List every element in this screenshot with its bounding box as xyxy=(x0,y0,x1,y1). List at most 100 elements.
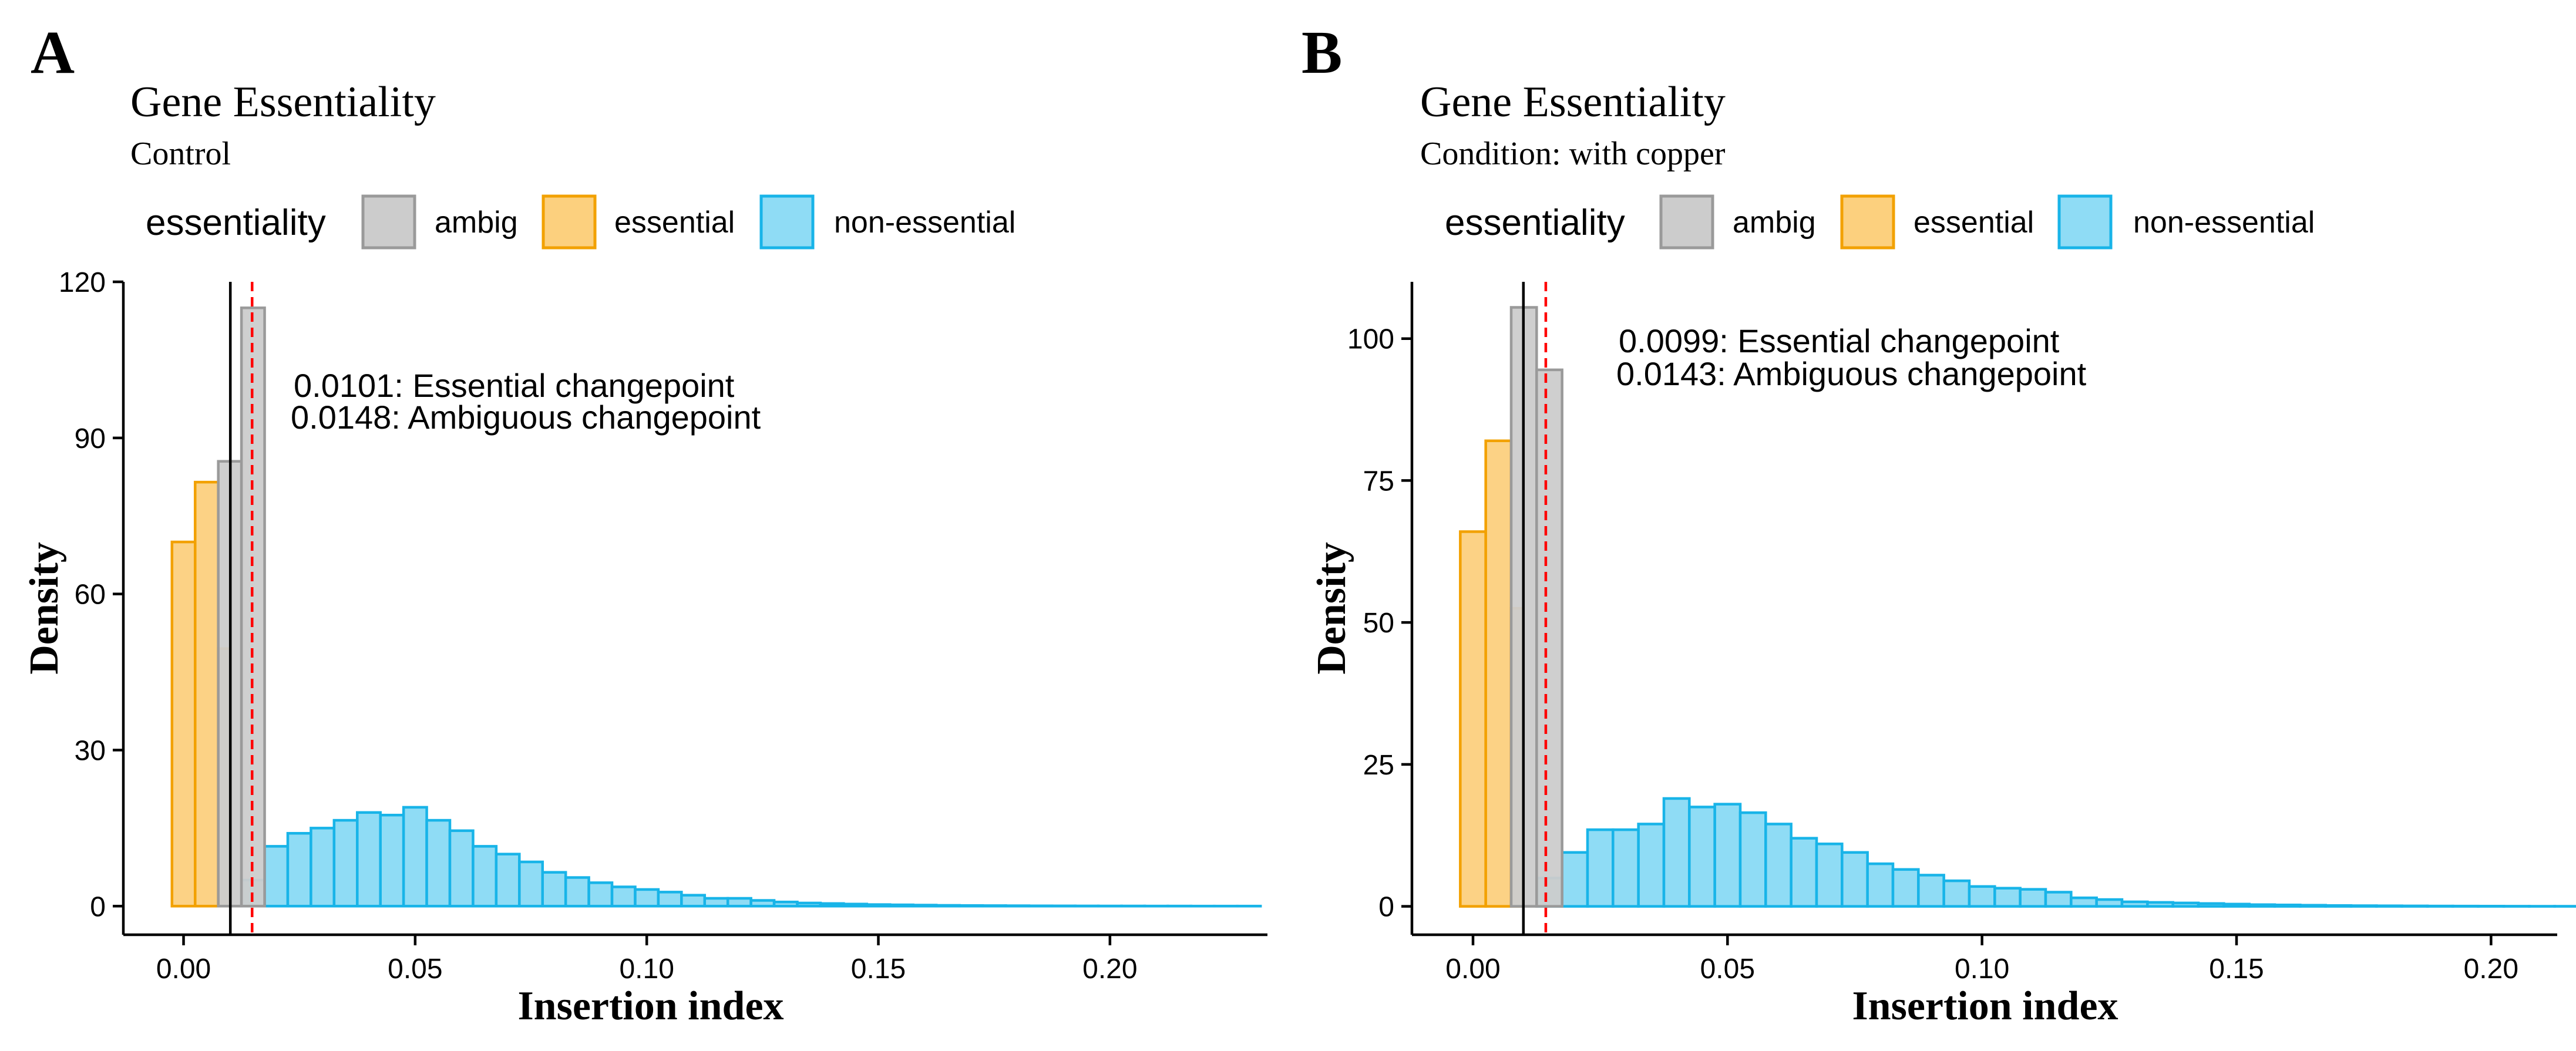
plot-area: 0 30 60 90 120 0.00 0.05 0.10 0.15 0.20 0.0101: … xyxy=(59,267,1267,985)
annotation-ambiguous-changepoint: 0.0143: Ambiguous changepoint xyxy=(1616,355,2087,392)
bar-non-essential xyxy=(2095,898,2124,908)
x-tick-label: 0.15 xyxy=(2209,954,2264,985)
changepoint-lines xyxy=(1522,282,1548,935)
y-axis-ticks: 0 30 60 90 120 xyxy=(59,267,123,922)
bar-non-essential xyxy=(2019,888,2047,908)
bar-non-essential xyxy=(1942,879,1971,908)
x-tick-label: 0.05 xyxy=(1700,954,1755,985)
x-axis-title: Insertion index xyxy=(517,983,783,1029)
bar-non-essential xyxy=(1688,806,1716,908)
y-tick-label: 30 xyxy=(75,735,106,766)
bar-non-essential xyxy=(448,829,475,908)
bar-non-essential xyxy=(726,897,752,908)
x-tick-label: 0.05 xyxy=(388,954,442,985)
bar-non-essential xyxy=(1790,837,1818,908)
bar-non-essential xyxy=(934,904,961,908)
annotation-ambiguous-changepoint: 0.0148: Ambiguous changepoint xyxy=(291,399,761,436)
legend-key-essential xyxy=(542,194,597,250)
histogram-bars xyxy=(170,306,1262,908)
bar-non-essential xyxy=(888,903,914,908)
bar-non-essential xyxy=(796,901,822,908)
legend-key-ambig xyxy=(361,194,416,250)
x-tick-label: 0.00 xyxy=(156,954,211,985)
y-tick-label: 60 xyxy=(75,580,106,611)
y-tick-label: 25 xyxy=(1363,750,1394,781)
bar-non-essential xyxy=(2426,904,2454,908)
bar-ambig xyxy=(1535,368,1563,908)
bar-non-essential xyxy=(703,897,729,908)
y-tick-label: 120 xyxy=(59,267,106,298)
bar-non-essential xyxy=(541,871,567,908)
legend-label-non-essential: non-essential xyxy=(834,206,1015,240)
y-tick-label: 0 xyxy=(1378,892,1394,923)
panel-label: A xyxy=(31,19,75,86)
bar-non-essential xyxy=(2146,901,2174,908)
legend-title: essentiality xyxy=(146,203,326,243)
x-axis-title: Insertion index xyxy=(1852,983,2118,1029)
changepoint-lines xyxy=(228,282,254,935)
bar-non-essential xyxy=(564,876,590,908)
x-tick-label: 0.10 xyxy=(619,954,674,985)
bar-non-essential xyxy=(2120,900,2149,908)
bar-non-essential xyxy=(1738,811,1767,908)
x-axis-ticks: 0.00 0.05 0.10 0.15 0.20 xyxy=(1445,935,2518,985)
legend-key-non-essential xyxy=(2057,194,2113,250)
bar-non-essential xyxy=(286,831,312,908)
plot-area: 0 25 50 75 100 0.00 0.05 0.10 0.15 0.20 0.0099: … xyxy=(1347,282,2576,985)
annotation-essential-changepoint: 0.0101: Essential changepoint xyxy=(294,367,735,404)
bar-non-essential xyxy=(1561,851,1589,908)
y-tick-label: 90 xyxy=(75,423,106,454)
bar-non-essential xyxy=(865,903,892,908)
legend: essentiality ambig essential non-essenti… xyxy=(1445,194,2315,250)
bar-essential xyxy=(170,540,197,908)
bar-non-essential xyxy=(819,902,845,908)
y-tick-label: 75 xyxy=(1363,466,1394,497)
bar-non-essential xyxy=(332,818,359,908)
bar-non-essential xyxy=(1866,862,1895,908)
x-tick-label: 0.15 xyxy=(851,954,906,985)
annotation-essential-changepoint: 0.0099: Essential changepoint xyxy=(1619,322,2060,359)
bar-non-essential xyxy=(1968,885,1996,908)
bar-non-essential xyxy=(1612,828,1640,908)
x-tick-label: 0.10 xyxy=(1955,954,2009,985)
bar-non-essential xyxy=(356,811,382,908)
bar-non-essential xyxy=(518,860,544,908)
bar-non-essential xyxy=(2222,902,2251,908)
y-tick-label: 100 xyxy=(1347,324,1394,355)
bar-non-essential xyxy=(2248,903,2276,908)
bar-non-essential xyxy=(2324,904,2353,908)
x-tick-label: 0.00 xyxy=(1445,954,1500,985)
bar-non-essential xyxy=(2044,891,2073,908)
bar-non-essential xyxy=(1993,887,2022,908)
bar-non-essential xyxy=(310,827,336,908)
bar-non-essential xyxy=(425,818,452,908)
bar-non-essential xyxy=(2273,903,2302,908)
bar-non-essential xyxy=(680,894,707,908)
bar-essential xyxy=(1484,439,1513,908)
bar-non-essential xyxy=(1917,874,1945,908)
bar-non-essential xyxy=(1004,904,1031,908)
legend-key-non-essential xyxy=(759,194,815,250)
bar-non-essential xyxy=(1637,823,1666,908)
bar-non-essential xyxy=(912,904,938,908)
legend-label-ambig: ambig xyxy=(1733,206,1816,240)
y-tick-label: 0 xyxy=(90,891,106,922)
legend-label-essential: essential xyxy=(1913,206,2034,240)
bar-non-essential xyxy=(772,900,799,908)
bar-essential xyxy=(1459,530,1487,908)
legend-label-non-essential: non-essential xyxy=(2133,206,2315,240)
y-axis-ticks: 0 25 50 75 100 xyxy=(1347,324,1412,923)
bar-non-essential xyxy=(1815,843,1844,908)
bar-non-essential xyxy=(1891,868,1920,908)
bar-non-essential xyxy=(402,806,428,908)
legend-label-essential: essential xyxy=(614,206,735,240)
bar-non-essential xyxy=(2349,904,2378,908)
bar-non-essential xyxy=(472,845,498,908)
bar-non-essential xyxy=(981,904,1007,908)
legend-key-essential xyxy=(1840,194,1895,250)
bar-non-essential xyxy=(1713,803,1742,908)
bar-non-essential xyxy=(2299,904,2327,908)
legend-label-ambig: ambig xyxy=(435,206,518,240)
bar-non-essential xyxy=(842,902,869,908)
bar-non-essential xyxy=(2400,904,2429,908)
